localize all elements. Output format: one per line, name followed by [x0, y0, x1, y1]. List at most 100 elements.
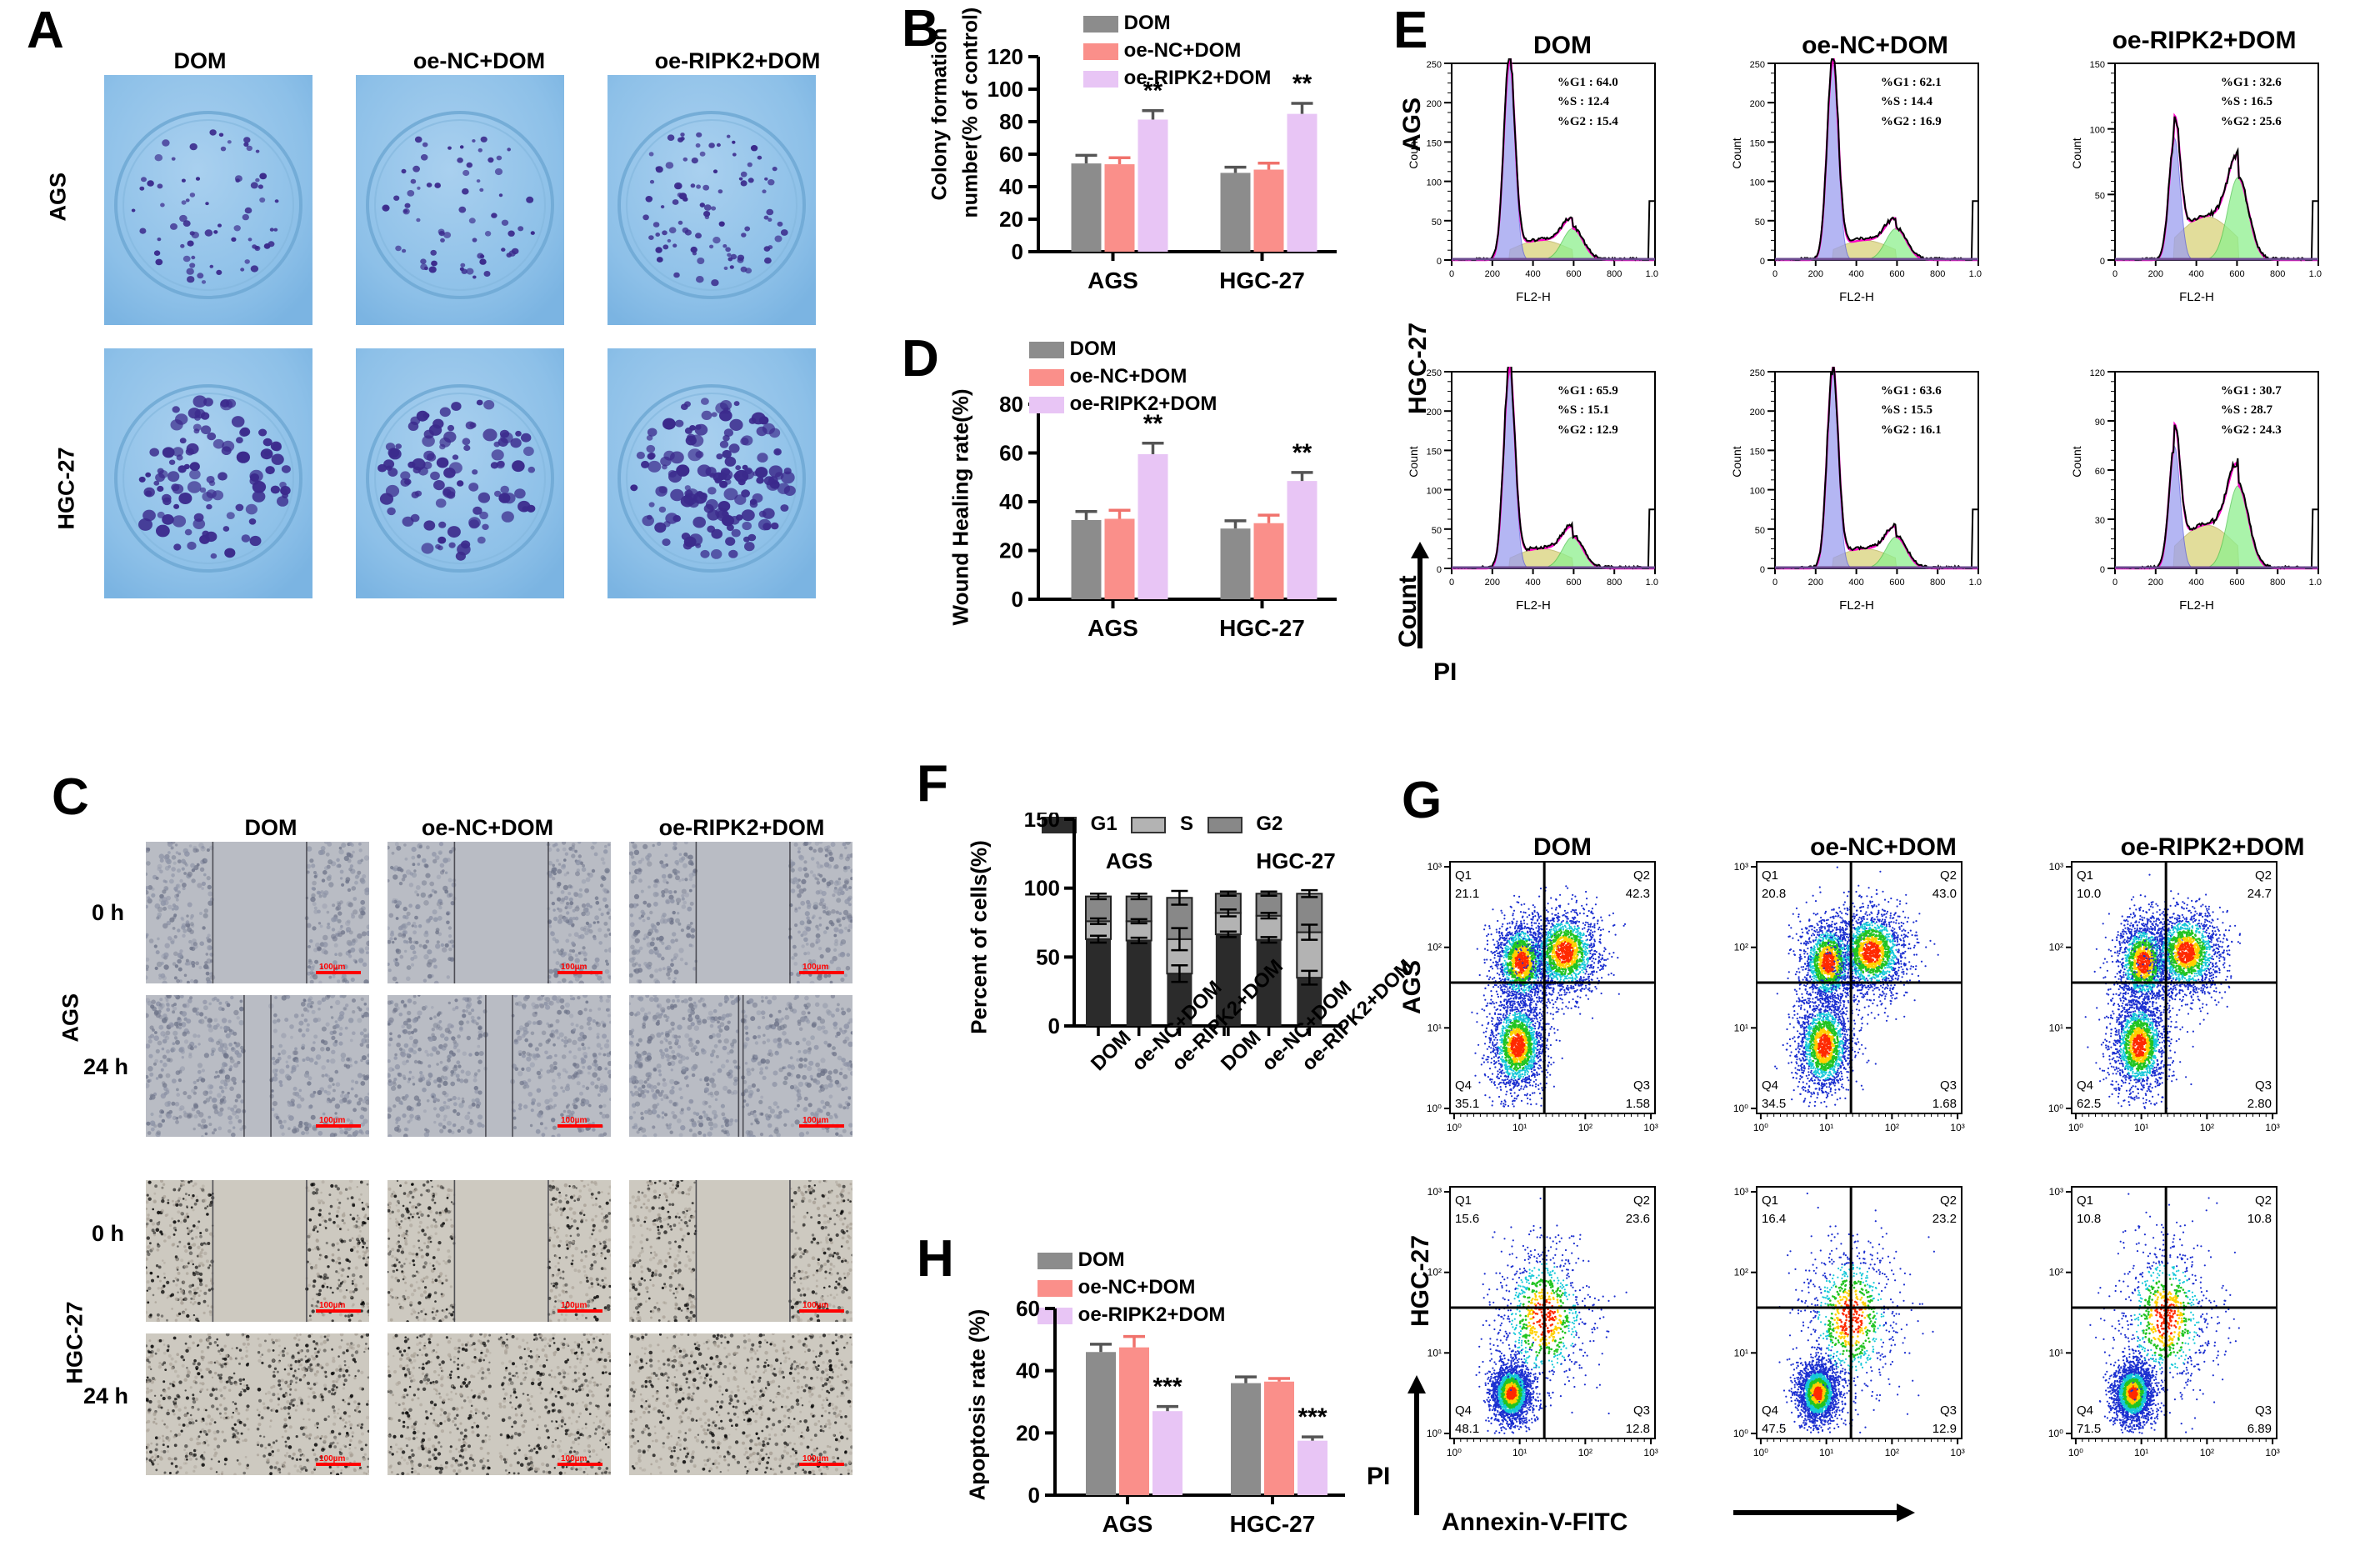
legend-label-dom: DOM [1070, 338, 1117, 360]
quadrant-name: Q4 [2077, 1402, 2101, 1420]
svg-text:60: 60 [999, 142, 1023, 167]
stat-s: %S : 15.1 [1558, 401, 1618, 420]
svg-text:100µm: 100µm [802, 963, 828, 972]
svg-text:HGC-27: HGC-27 [1219, 615, 1305, 641]
svg-text:0: 0 [2100, 257, 2105, 267]
legend-swatch-s [1131, 816, 1167, 833]
wound-image: 100µm [388, 1180, 611, 1322]
svg-text:100: 100 [1750, 178, 1765, 188]
panel-c-timepoint-0h-ags: 0 h [92, 900, 124, 926]
panel-c-timepoint-0h-hgc: 0 h [92, 1221, 124, 1247]
svg-text:100µm: 100µm [561, 1116, 587, 1125]
quadrant-stat: Q3 12.8 [1575, 1402, 1650, 1438]
panel-e-xlabel: FL2-H [1408, 598, 1658, 613]
panel-f-chart: 0 50 100 150 [1012, 813, 1346, 1054]
panel-g-pi-arrow-icon [1408, 1375, 1426, 1515]
svg-text:1.0K: 1.0K [1969, 578, 1982, 588]
quadrant-name: Q2 [2197, 1192, 2272, 1210]
panel-e-xlabel: FL2-H [2072, 598, 2322, 613]
svg-text:30: 30 [2095, 516, 2105, 526]
panel-g-scatterplots: 10⁰ 10⁰ 10¹ 10¹ 10² 10² 10³ 10³ Q1 21.1 Q2 42.3 Q4 35… [1408, 858, 2375, 1517]
svg-text:**: ** [1292, 70, 1312, 98]
svg-text:200: 200 [1750, 99, 1765, 109]
panel-e-xlabel: FL2-H [1408, 290, 1658, 304]
svg-text:50: 50 [1755, 218, 1765, 228]
quadrant-stat: Q4 34.5 [1762, 1077, 1786, 1113]
panel-e-stats: %G1 : 32.6 %S : 16.5 %G2 : 25.6 [2221, 73, 2282, 132]
panel-g-dotplot: 10⁰ 10⁰ 10¹ 10¹ 10² 10² 10³ 10³ Q1 20.8 Q2 43.0 Q4 34… [1715, 858, 1965, 1142]
quadrant-value: 47.5 [1762, 1420, 1786, 1438]
wound-image: 100µm [388, 842, 611, 983]
panel-e-col-header-dom: DOM [1446, 32, 1679, 60]
quadrant-stat: Q2 42.3 [1575, 867, 1650, 903]
panel-c-wound-images: 100µm 100µm 100µm 100µm 100µm 100µm 100µm 100µm… [146, 842, 871, 1525]
quadrant-value: 1.58 [1575, 1095, 1650, 1113]
svg-text:40: 40 [999, 174, 1023, 199]
wound-image: 100µm [146, 1180, 369, 1322]
svg-text:250: 250 [1750, 368, 1765, 378]
quadrant-value: 43.0 [1882, 885, 1957, 903]
panel-g-col-header-dom: DOM [1467, 833, 1658, 862]
quadrant-stat: Q2 10.8 [2197, 1192, 2272, 1228]
legend-swatch-dom [1029, 341, 1064, 358]
svg-text:0: 0 [1760, 565, 1765, 575]
quadrant-stat: Q2 24.7 [2197, 867, 2272, 903]
legend-label-g2: G2 [1256, 813, 1282, 835]
svg-text:60: 60 [2095, 467, 2105, 477]
stat-g2: %G2 : 12.9 [1558, 421, 1618, 440]
panel-g-annexin-axis-label: Annexin-V-FITC [1442, 1508, 1628, 1537]
quadrant-stat: Q4 71.5 [2077, 1402, 2101, 1438]
panel-a-col-header-dom: DOM [125, 48, 275, 74]
svg-text:0: 0 [1449, 269, 1454, 279]
svg-text:100: 100 [988, 77, 1023, 102]
svg-text:400: 400 [1848, 578, 1863, 588]
quadrant-value: 10.0 [2077, 885, 2101, 903]
quadrant-name: Q3 [1575, 1402, 1650, 1420]
svg-text:150: 150 [1750, 138, 1765, 148]
svg-text:20: 20 [999, 207, 1023, 232]
panel-d-ylabel: Wound Healing rate(%) [948, 388, 974, 625]
svg-text:0: 0 [1449, 578, 1454, 588]
svg-text:600: 600 [2229, 269, 2244, 279]
quadrant-stat: Q1 21.1 [1455, 867, 1479, 903]
legend-label-oeripk2: oe-RIPK2+DOM [1078, 1303, 1226, 1326]
quadrant-value: 23.2 [1882, 1210, 1957, 1228]
quadrant-name: Q2 [1575, 1192, 1650, 1210]
svg-text:250: 250 [1750, 60, 1765, 70]
legend-label-oenc: oe-NC+DOM [1070, 365, 1188, 388]
panel-c-col-header-oenc: oe-NC+DOM [383, 815, 592, 841]
panel-e-count-label: Count [2070, 128, 2083, 178]
svg-text:200: 200 [1485, 269, 1500, 279]
legend-swatch-oeripk2 [1029, 396, 1064, 413]
legend-swatch-oenc [1029, 368, 1064, 386]
svg-text:100µm: 100µm [802, 1116, 828, 1125]
svg-text:600: 600 [1566, 578, 1581, 588]
quadrant-stat: Q3 12.9 [1882, 1402, 1957, 1438]
panel-e-count-label: Count [1407, 128, 1420, 178]
panel-g-dotplot: 10⁰ 10⁰ 10¹ 10¹ 10² 10² 10³ 10³ Q1 16.4 Q2 23.2 Q4 47… [1715, 1183, 1965, 1467]
quadrant-name: Q4 [1762, 1077, 1786, 1095]
panel-g-dotplot: 10⁰ 10⁰ 10¹ 10¹ 10² 10² 10³ 10³ Q1 15.6 Q2 23.6 Q4 48… [1408, 1183, 1658, 1467]
stat-s: %S : 14.4 [1881, 93, 1942, 112]
stat-g1: %G1 : 63.6 [1881, 382, 1942, 401]
panel-a-row-label-hgc: HGC-27 [54, 380, 80, 529]
wound-image: 100µm [388, 1333, 611, 1475]
svg-text:1.0K: 1.0K [1969, 269, 1982, 279]
svg-text:60: 60 [999, 441, 1023, 466]
svg-text:600: 600 [1566, 269, 1581, 279]
panel-e-count-label: Count [1407, 437, 1420, 487]
quadrant-name: Q3 [2197, 1077, 2272, 1095]
panel-b-ylabel-line2: number(% of control) [959, 8, 983, 218]
panel-f-ylabel: Percent of cells(%) [967, 829, 992, 1046]
svg-text:200: 200 [1427, 99, 1442, 109]
svg-text:400: 400 [2188, 578, 2203, 588]
svg-text:0: 0 [1760, 257, 1765, 267]
svg-text:AGS: AGS [1088, 615, 1138, 641]
svg-text:800: 800 [2270, 578, 2285, 588]
stat-s: %S : 15.5 [1881, 401, 1942, 420]
legend-label-dom: DOM [1124, 12, 1171, 34]
panel-a-col-header-oeripk2: oe-RIPK2+DOM [625, 48, 850, 74]
svg-text:200: 200 [2148, 269, 2163, 279]
panel-d-legend: DOM oe-NC+DOM oe-RIPK2+DOM [1029, 338, 1217, 416]
